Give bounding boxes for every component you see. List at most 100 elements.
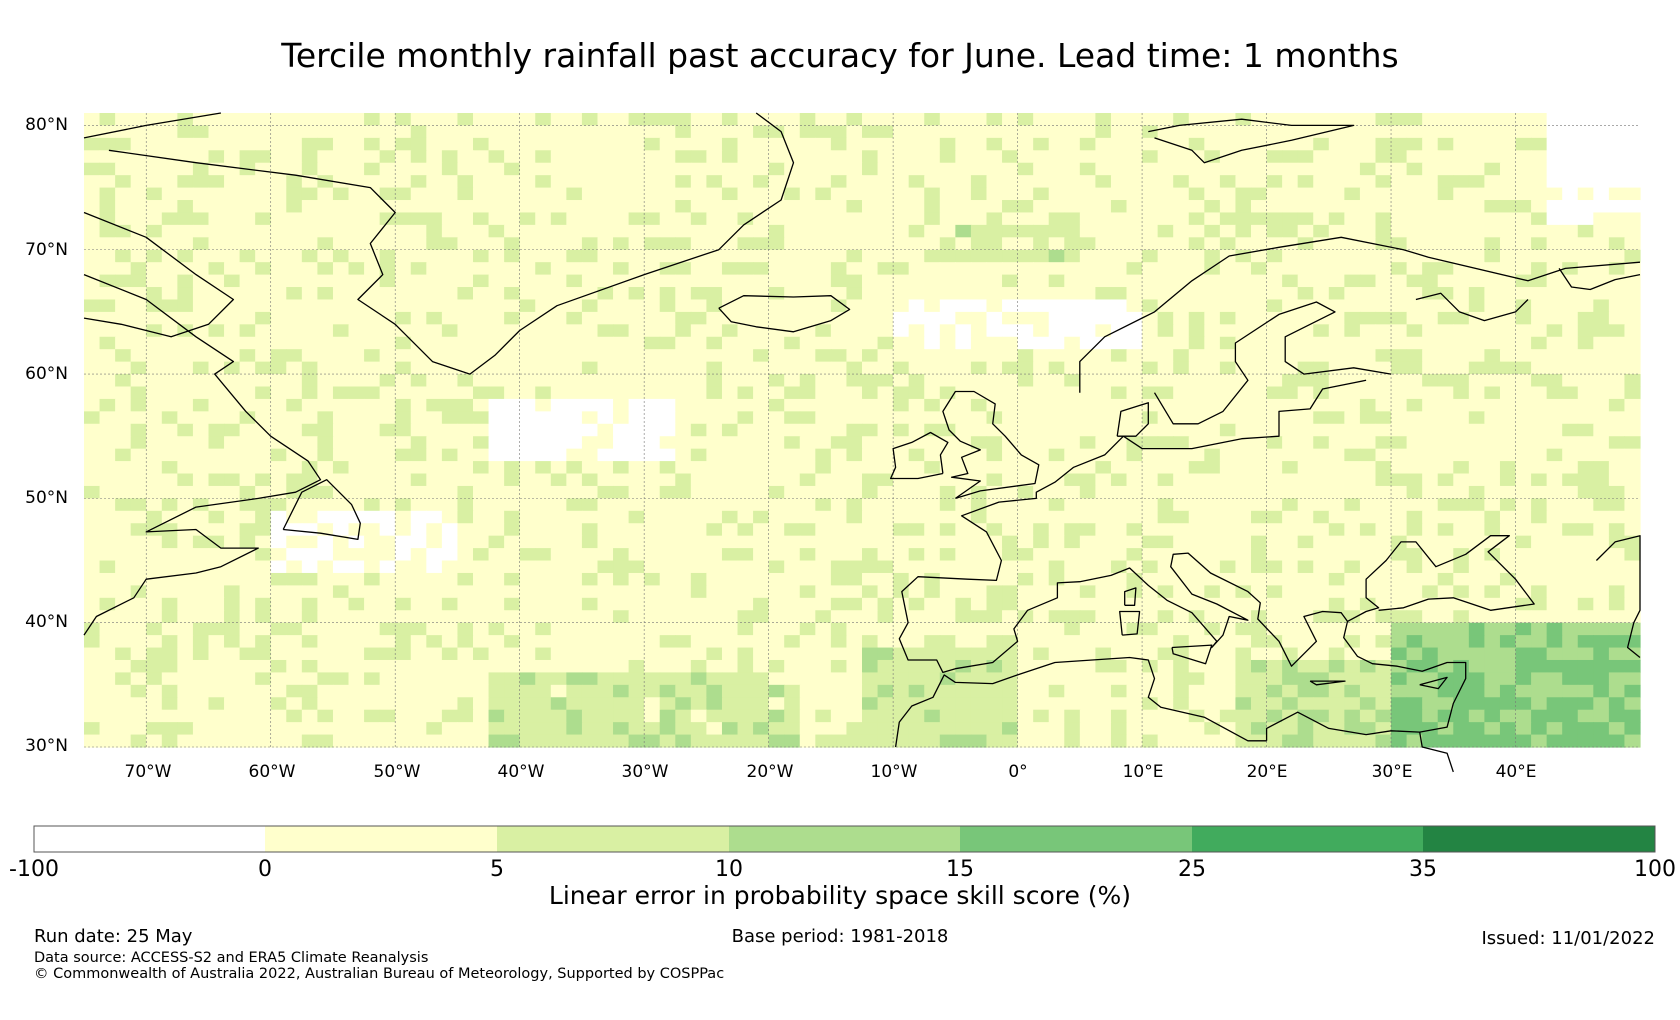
skill-cell [286, 287, 303, 301]
skill-cell [893, 237, 910, 251]
skill-cell [644, 262, 661, 276]
skill-cell [146, 436, 163, 450]
skill-cell [488, 299, 505, 313]
skill-cell [1391, 498, 1408, 512]
skill-cell [488, 448, 505, 462]
skill-cell [301, 349, 318, 363]
skill-cell [1297, 150, 1314, 164]
skill-cell [1328, 237, 1345, 251]
skill-cell [1344, 510, 1361, 524]
skill-cell [1126, 311, 1143, 325]
skill-cell [317, 510, 334, 524]
skill-cell [130, 361, 147, 375]
skill-cell [286, 473, 303, 487]
skill-cell [644, 597, 661, 611]
skill-cell [1064, 137, 1081, 151]
skill-cell [753, 597, 770, 611]
skill-cell [939, 386, 956, 400]
skill-cell [1562, 113, 1579, 127]
skill-cell [721, 461, 739, 475]
skill-cell [1422, 237, 1439, 251]
skill-cell [519, 560, 536, 574]
skill-cell [815, 361, 832, 375]
skill-cell [862, 697, 879, 711]
skill-cell [270, 386, 287, 400]
skill-cell [255, 672, 272, 686]
skill-cell [597, 212, 614, 226]
skill-cell [1453, 299, 1470, 313]
skill-cell [146, 622, 163, 636]
skill-cell [1048, 510, 1065, 524]
skill-cell [784, 659, 801, 674]
skill-cell [488, 436, 505, 450]
skill-cell [1468, 175, 1485, 189]
skill-cell [504, 448, 521, 462]
skill-cell [270, 597, 287, 611]
skill-cell [581, 187, 599, 201]
skill-cell [177, 200, 194, 214]
skill-cell [317, 361, 334, 375]
skill-cell [613, 473, 630, 487]
skill-cell [1002, 585, 1019, 599]
skill-cell [301, 324, 318, 338]
skill-cell [348, 200, 365, 214]
skill-cell [1328, 162, 1345, 176]
skill-cell [737, 659, 754, 674]
skill-cell [986, 448, 1003, 462]
skill-cell [410, 287, 427, 301]
skill-cell [675, 274, 692, 288]
skill-cell [208, 672, 225, 686]
skill-cell [1204, 162, 1221, 176]
skill-cell [908, 237, 925, 251]
skill-cell [1624, 597, 1641, 611]
skill-cell [706, 200, 723, 214]
skill-cell [1499, 461, 1517, 475]
skill-cell [721, 436, 739, 450]
skill-cell [1313, 150, 1330, 164]
skill-cell [970, 523, 988, 537]
skill-cell [1484, 672, 1501, 686]
skill-cell [224, 684, 241, 698]
skill-cell [1624, 635, 1641, 649]
skill-cell [317, 187, 334, 201]
skill-cell [893, 635, 910, 649]
skill-cell [84, 237, 101, 251]
skill-cell [1593, 510, 1610, 524]
skill-cell [1297, 324, 1314, 338]
skill-cell [1328, 262, 1345, 276]
skill-cell [566, 361, 583, 375]
skill-cell [1033, 249, 1050, 263]
skill-cell [768, 224, 785, 238]
skill-cell [566, 510, 583, 524]
skill-cell [161, 709, 178, 723]
skill-cell [613, 423, 630, 437]
skill-cell [1531, 597, 1548, 611]
skill-cell [457, 610, 474, 624]
skill-cell [473, 212, 490, 226]
skill-cell [1328, 200, 1345, 214]
skill-cell [115, 659, 132, 674]
skill-cell [1577, 672, 1594, 686]
skill-cell [1048, 361, 1065, 375]
skill-cell [192, 709, 210, 723]
skill-cell [753, 162, 770, 176]
skill-cell [628, 361, 645, 375]
skill-cell [1251, 473, 1268, 487]
skill-cell [613, 560, 630, 574]
skill-cell [317, 274, 334, 288]
skill-cell [1328, 212, 1345, 226]
skill-cell [1375, 125, 1392, 139]
skill-cell [255, 224, 272, 238]
skill-cell [939, 262, 956, 276]
skill-cell [690, 150, 707, 164]
skill-cell [115, 386, 132, 400]
skill-cell [1375, 709, 1392, 723]
skill-cell [613, 535, 630, 549]
skill-cell [1251, 224, 1268, 238]
skill-cell [224, 411, 241, 425]
skill-cell [379, 485, 396, 499]
skill-cell [893, 709, 910, 723]
skill-cell [1593, 361, 1610, 375]
skill-cell [332, 622, 350, 636]
skill-cell [1624, 224, 1641, 238]
